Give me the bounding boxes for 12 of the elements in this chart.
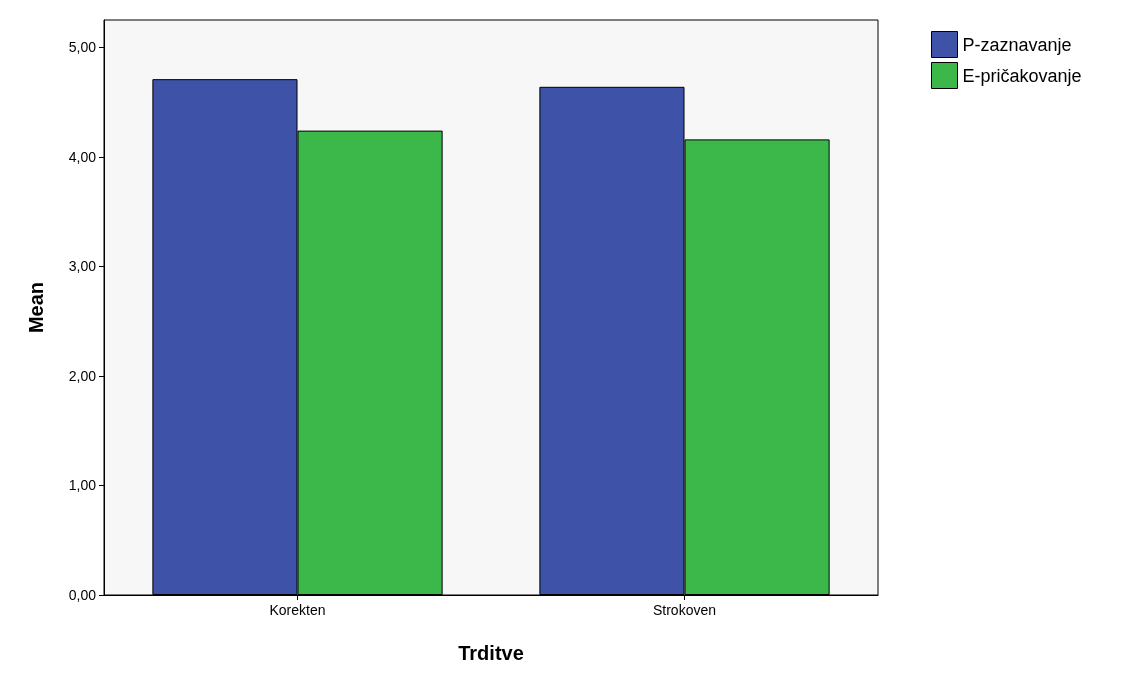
x-tick-label: Korekten xyxy=(269,602,326,618)
y-tick-label: 1,00 xyxy=(68,477,97,494)
y-tick-label: 4,00 xyxy=(68,148,97,165)
y-axis-title: Mean xyxy=(25,281,47,334)
y-tick-label: 2,00 xyxy=(68,367,97,384)
legend-label: E-pričakovanje xyxy=(962,65,1082,86)
x-tick-label: Strokoven xyxy=(652,602,717,618)
y-tick-label: 0,00 xyxy=(68,587,97,603)
legend-label: P-zaznavanje xyxy=(962,34,1072,55)
y-tick-label: 3,00 xyxy=(68,258,97,275)
y-tick-label: 5,00 xyxy=(68,39,97,56)
x-axis-title: Trditve xyxy=(458,642,524,664)
